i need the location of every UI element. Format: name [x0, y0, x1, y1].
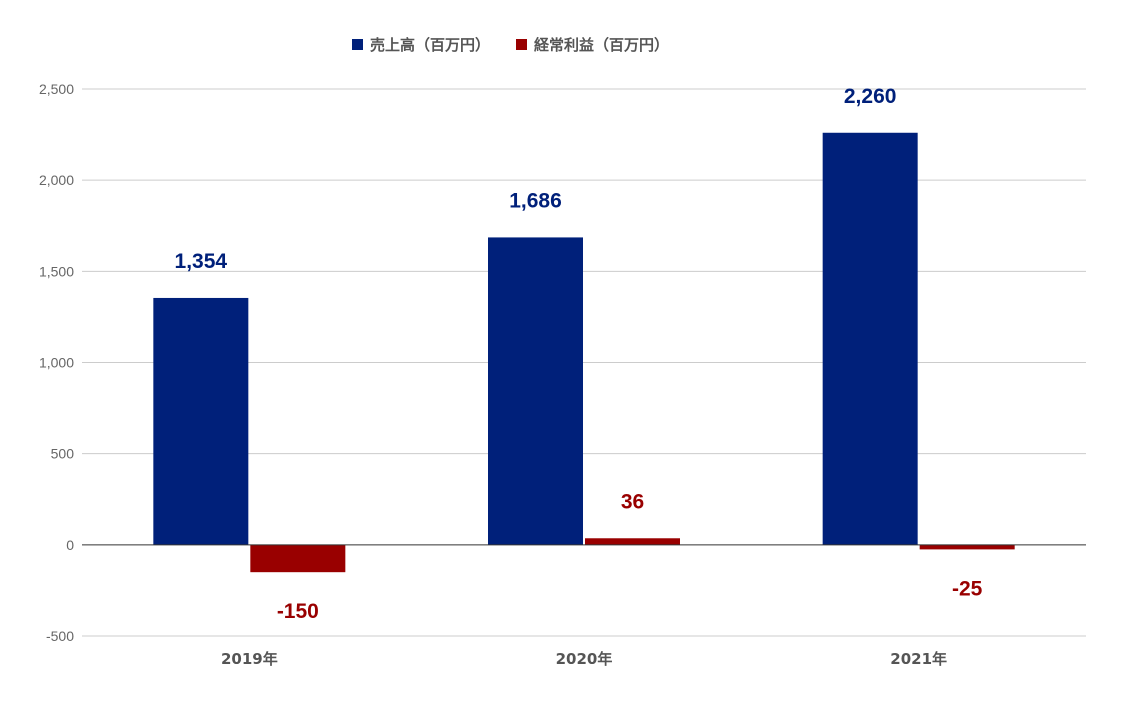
bar-sales-1 [488, 237, 583, 545]
bars [153, 132, 1015, 573]
bar-ordinary-profit-1 [585, 538, 680, 545]
data-label-sales-1: 1,686 [509, 189, 562, 212]
data-labels: 1,354 -150 1,686 36 2,260 -25 [175, 85, 983, 623]
data-label-ordinary-profit-1: 36 [621, 490, 644, 513]
y-tick-label: 500 [51, 446, 75, 462]
data-label-sales-2: 2,260 [844, 85, 897, 108]
legend-swatch-sales [352, 39, 363, 50]
x-axis-categories: 2019年 2020年 2021年 [221, 650, 947, 668]
bar-sales-0 [153, 297, 249, 545]
bar-ordinary-profit-0 [250, 544, 346, 573]
x-category-label: 2021年 [890, 650, 947, 668]
legend-label-ordinary-profit: 経常利益（百万円） [534, 36, 669, 54]
x-category-label: 2020年 [556, 650, 613, 668]
data-label-ordinary-profit-2: -25 [952, 577, 983, 600]
legend-swatch-ordinary-profit [516, 39, 527, 50]
data-label-ordinary-profit-0: -150 [277, 600, 319, 623]
y-tick-label: 2,000 [39, 172, 74, 188]
y-tick-label: 2,500 [39, 81, 74, 97]
legend: 売上高（百万円） 経常利益（百万円） [352, 36, 669, 54]
y-tick-label: -500 [46, 628, 74, 644]
legend-label-sales: 売上高（百万円） [370, 36, 490, 54]
x-category-label: 2019年 [221, 650, 278, 668]
bar-sales-2 [822, 132, 918, 545]
bar-ordinary-profit-2 [919, 544, 1015, 550]
y-tick-label: 1,000 [39, 355, 74, 371]
y-axis-ticks: -500 0 500 1,000 1,500 2,000 2,500 [39, 81, 74, 644]
y-tick-label: 1,500 [39, 263, 74, 279]
gridlines [82, 88, 1086, 637]
data-label-sales-0: 1,354 [175, 250, 228, 273]
y-tick-label: 0 [66, 537, 74, 553]
